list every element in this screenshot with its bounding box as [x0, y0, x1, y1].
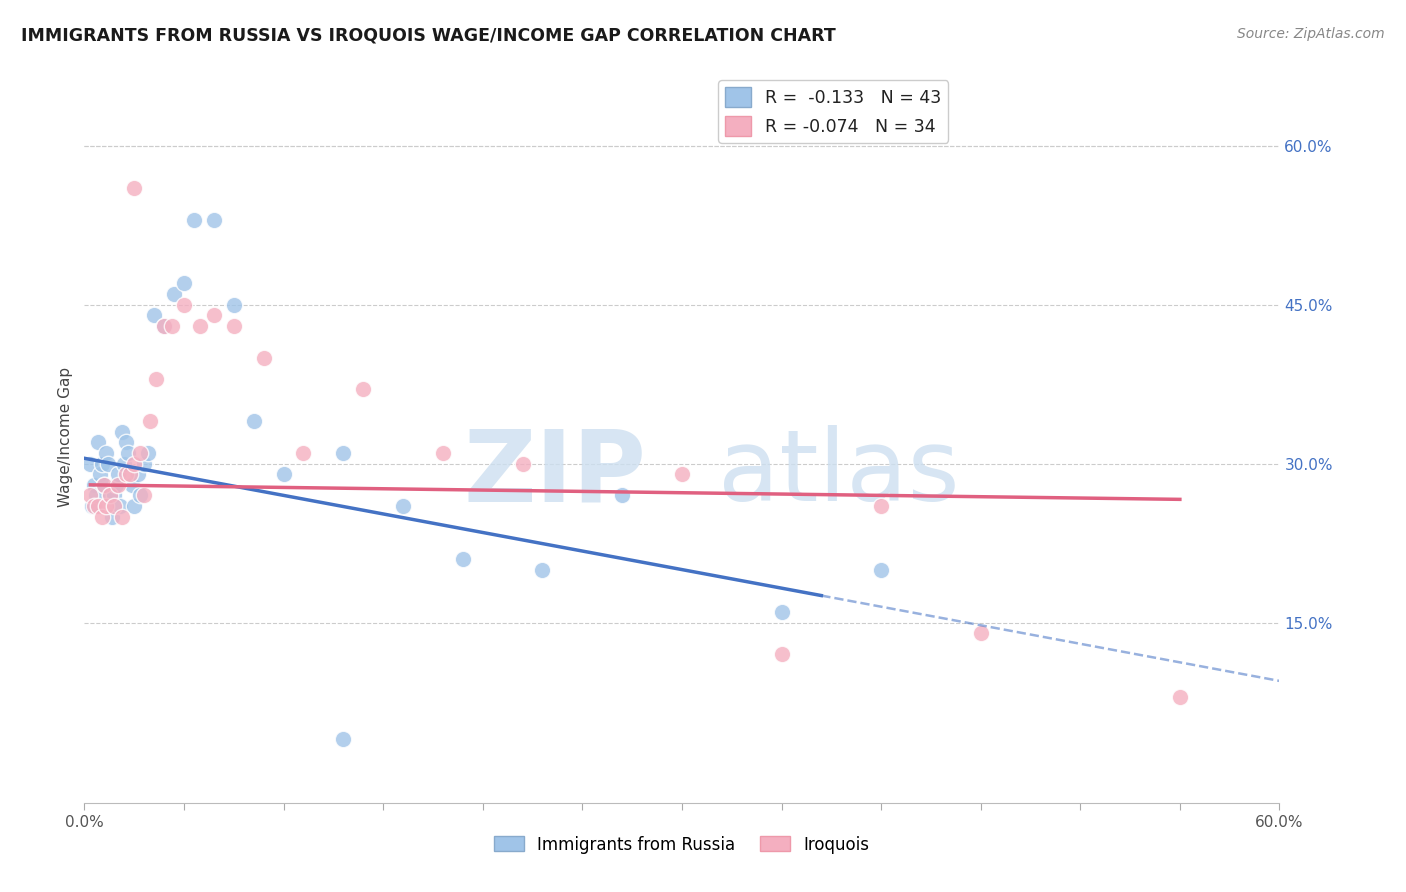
Point [96, 499, 118, 513]
Point [770, 605, 793, 619]
Point [86, 488, 108, 502]
Point [512, 457, 534, 471]
Point [96, 446, 118, 460]
Point [451, 552, 474, 566]
Point [98, 488, 121, 502]
Point [139, 414, 162, 428]
Point [82, 499, 104, 513]
Point [222, 318, 245, 333]
Point [132, 488, 156, 502]
Point [770, 648, 793, 662]
Point [87, 435, 110, 450]
Point [332, 446, 354, 460]
Point [253, 351, 276, 365]
Point [111, 425, 134, 439]
Point [188, 318, 211, 333]
Y-axis label: Wage/Income Gap: Wage/Income Gap [58, 367, 73, 508]
Point [870, 499, 893, 513]
Point [83, 499, 105, 513]
Point [143, 308, 166, 322]
Point [87, 499, 110, 513]
Point [242, 414, 264, 428]
Point [132, 457, 156, 471]
Text: atlas: atlas [718, 425, 959, 522]
Point [531, 563, 554, 577]
Point [671, 467, 693, 482]
Point [97, 457, 120, 471]
Point [127, 467, 149, 482]
Point [107, 467, 129, 482]
Point [160, 318, 183, 333]
Point [79, 457, 101, 471]
Point [115, 467, 138, 482]
Point [122, 457, 145, 471]
Point [107, 477, 129, 491]
Point [110, 499, 132, 513]
Point [101, 509, 124, 524]
Point [612, 488, 634, 502]
Point [120, 467, 142, 482]
Point [91, 457, 114, 471]
Text: ZIP: ZIP [463, 425, 647, 522]
Point [98, 488, 121, 502]
Point [173, 277, 195, 291]
Point [332, 732, 354, 747]
Point [79, 488, 101, 502]
Legend: Immigrants from Russia, Iroquois: Immigrants from Russia, Iroquois [488, 829, 876, 860]
Point [136, 446, 159, 460]
Point [111, 509, 134, 524]
Point [129, 446, 152, 460]
Point [183, 212, 205, 227]
Point [163, 287, 186, 301]
Point [93, 477, 115, 491]
Point [145, 372, 167, 386]
Text: Source: ZipAtlas.com: Source: ZipAtlas.com [1237, 27, 1385, 41]
Point [202, 308, 225, 322]
Point [103, 499, 125, 513]
Point [153, 318, 176, 333]
Point [93, 477, 115, 491]
Point [83, 477, 105, 491]
Text: IMMIGRANTS FROM RUSSIA VS IROQUOIS WAGE/INCOME GAP CORRELATION CHART: IMMIGRANTS FROM RUSSIA VS IROQUOIS WAGE/… [21, 27, 835, 45]
Point [222, 297, 245, 311]
Point [117, 446, 139, 460]
Point [432, 446, 454, 460]
Point [352, 383, 374, 397]
Point [202, 212, 225, 227]
Point [870, 563, 893, 577]
Point [173, 297, 195, 311]
Point [89, 467, 111, 482]
Point [91, 509, 114, 524]
Point [122, 181, 145, 195]
Point [115, 435, 138, 450]
Point [121, 477, 143, 491]
Point [970, 626, 993, 640]
Point [392, 499, 415, 513]
Point [292, 446, 315, 460]
Point [105, 477, 128, 491]
Point [112, 457, 135, 471]
Point [1168, 690, 1191, 704]
Point [122, 499, 145, 513]
Point [103, 488, 125, 502]
Point [129, 488, 152, 502]
Point [153, 318, 176, 333]
Point [273, 467, 295, 482]
